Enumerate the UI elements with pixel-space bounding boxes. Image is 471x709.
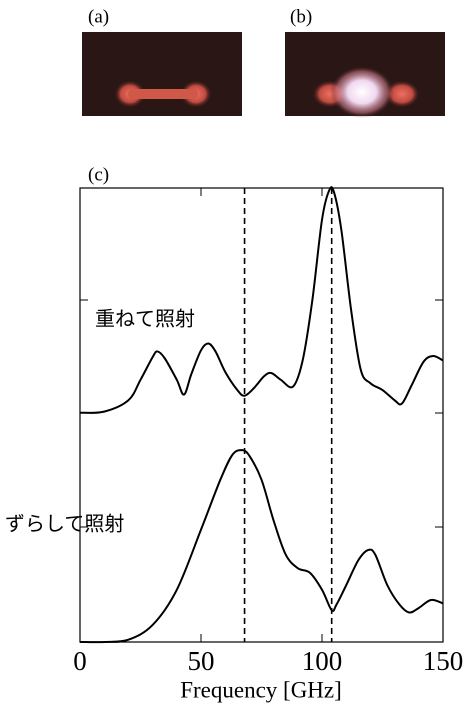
line-series xyxy=(80,450,443,642)
x-tick-label: 150 xyxy=(423,646,464,676)
series-label: ずらして照射 xyxy=(5,512,124,536)
plot-frame xyxy=(80,188,443,642)
x-axis-label: Frequency [GHz] xyxy=(180,677,342,702)
glow xyxy=(330,66,394,118)
figure: (a) (b) (c) Frequency [GHz] 0 50 100 150 重ねて… xyxy=(0,0,471,709)
frame-ticks xyxy=(80,300,443,527)
line-series xyxy=(80,187,443,413)
photo-a xyxy=(82,32,242,116)
x-tick-label: 0 xyxy=(73,646,87,676)
x-tick-label: 100 xyxy=(302,646,343,676)
x-tick-label: 50 xyxy=(188,646,215,676)
panel-label: (a) xyxy=(88,6,109,27)
glow xyxy=(128,89,198,99)
panel-label: (b) xyxy=(290,6,312,27)
panel-label: (c) xyxy=(88,164,109,185)
series-label: 重ねて照射 xyxy=(95,307,195,331)
